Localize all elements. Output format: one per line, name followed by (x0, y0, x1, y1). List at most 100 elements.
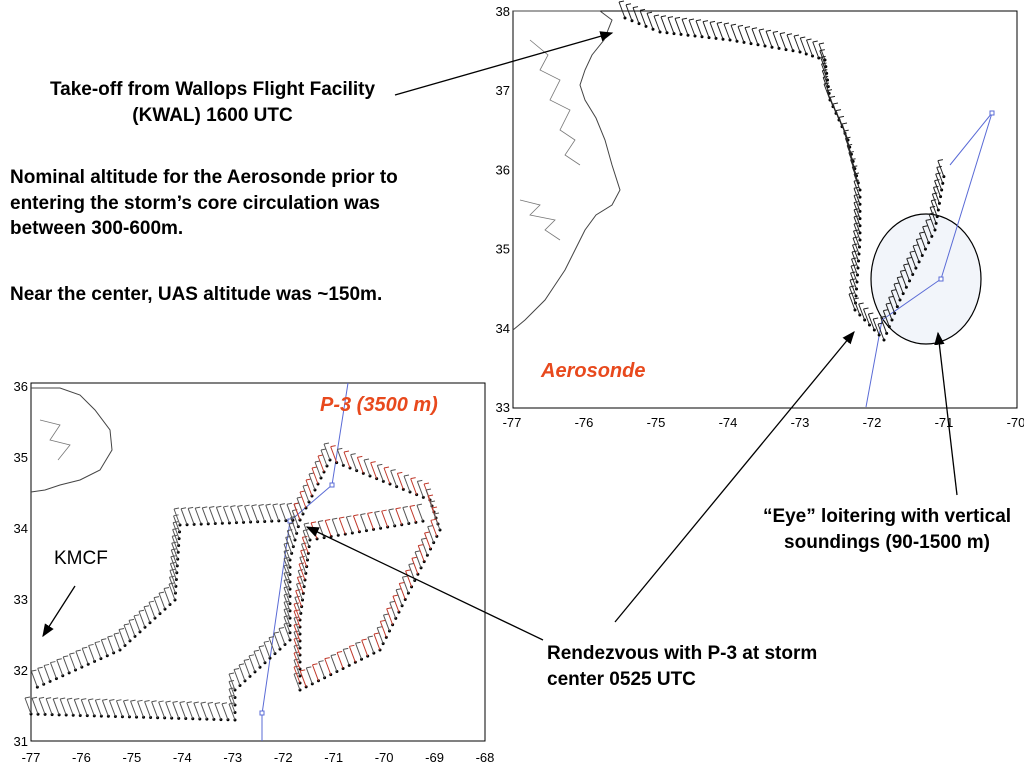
wind-barb-flag (932, 192, 938, 195)
wind-barb-flag (381, 509, 387, 512)
wind-barb-flag (43, 663, 50, 666)
y-tick-label: 36 (14, 379, 28, 394)
wind-barb-flag (374, 510, 380, 513)
wind-barb (228, 681, 236, 698)
wind-barb (737, 26, 745, 43)
wind-barb-flag (370, 461, 376, 464)
wind-barb (851, 251, 859, 269)
wind-barb (283, 558, 291, 575)
wind-barb-flag (172, 700, 178, 703)
wind-barb (165, 701, 173, 719)
wind-barb-flag (852, 243, 858, 246)
wind-barb (877, 323, 885, 341)
wind-barb (88, 645, 96, 662)
wind-barb-flag (148, 600, 155, 603)
wind-barb-flag (355, 641, 361, 644)
y-tick-label: 35 (496, 242, 510, 257)
wind-barb-flag (819, 49, 825, 52)
wind-barb-flag (779, 32, 786, 35)
wind-barb-flag (829, 95, 836, 98)
wind-barb (899, 271, 907, 288)
wind-barb (138, 611, 146, 628)
wind-barb-flag (248, 654, 255, 657)
wind-barb-flag (337, 447, 343, 450)
wind-barb (632, 7, 640, 24)
wind-barb-flag (737, 24, 744, 27)
wind-barb-flag (848, 151, 854, 154)
wind-barb (237, 506, 244, 523)
wind-barb-flag (821, 62, 827, 65)
wind-barb-flag (233, 667, 240, 670)
wind-barb-flag (343, 450, 350, 453)
aerosonde-coastline (512, 10, 621, 331)
wind-barb-flag (251, 504, 257, 507)
wind-barb (324, 520, 332, 537)
wind-barb (844, 138, 852, 155)
wind-barb-flag (730, 23, 737, 26)
wind-barb (143, 606, 151, 623)
wind-barb-flag (853, 172, 860, 175)
wind-barb-flag (102, 698, 108, 701)
wind-barb-flag (37, 666, 43, 669)
wind-barb (338, 517, 346, 535)
x-tick-label: -72 (274, 750, 293, 765)
wind-barb-flag (823, 75, 829, 78)
wind-barb (273, 632, 281, 650)
wind-barb-flag (323, 442, 330, 445)
wind-barb (66, 699, 74, 716)
aerosonde-y-axis: 38 37 36 35 34 33 (496, 4, 510, 415)
wind-barb-flag (143, 605, 150, 608)
wind-barb-flag (888, 295, 894, 298)
wind-barb (356, 457, 364, 474)
wind-barb (821, 63, 828, 81)
wind-barb (932, 187, 940, 204)
wind-barb (286, 530, 294, 547)
wind-barb (168, 577, 176, 594)
wind-barb-flag (847, 143, 853, 146)
wind-barb (841, 123, 849, 141)
wind-barb (163, 588, 171, 605)
wind-barb (853, 298, 861, 316)
wind-barb-flag (303, 522, 310, 525)
wind-barb-flag (305, 478, 312, 481)
wind-barb (667, 17, 675, 34)
aerosonde-panel-label: Aerosonde (541, 360, 646, 382)
wind-barb-flag (82, 646, 88, 649)
wind-barb-flag (403, 474, 410, 477)
wind-barb (296, 497, 304, 515)
kmcf-label: KMCF (54, 548, 108, 569)
wind-barb-flag (163, 587, 170, 590)
wind-barb (283, 565, 291, 582)
wind-barb-flag (223, 505, 229, 508)
wind-barb-flag (709, 20, 716, 23)
wind-barb (308, 473, 316, 491)
wind-barb (243, 660, 251, 677)
wind-barb (395, 508, 403, 525)
wind-barb-flag (793, 34, 800, 37)
wind-barb (94, 699, 102, 717)
wind-barb (799, 37, 807, 55)
wind-barb-flag (74, 697, 80, 700)
wind-barb (398, 583, 406, 600)
wind-barb (123, 700, 130, 718)
wind-barb-flag (397, 471, 403, 474)
y-tick-label: 32 (14, 663, 28, 678)
wind-barb (846, 145, 854, 162)
wind-barb-flag (380, 619, 386, 622)
wind-barb-flag (209, 506, 215, 509)
wind-barb-flag (311, 466, 318, 469)
wind-barb-flag (906, 257, 912, 260)
wind-barb-flag (357, 455, 363, 458)
wind-barb-flag (618, 0, 625, 3)
wind-barb-flag (279, 503, 285, 506)
wind-barb (293, 624, 301, 642)
wind-barb (228, 703, 236, 721)
wind-barb (300, 550, 308, 567)
wind-barb (414, 551, 422, 569)
wind-barb (730, 25, 738, 42)
wind-barb-flag (88, 698, 94, 701)
p3-panel-label: P-3 (3500 m) (320, 394, 438, 416)
wind-barb-flag (299, 490, 306, 493)
wind-barb-flag (877, 322, 884, 325)
wind-barb-flag (423, 482, 430, 485)
